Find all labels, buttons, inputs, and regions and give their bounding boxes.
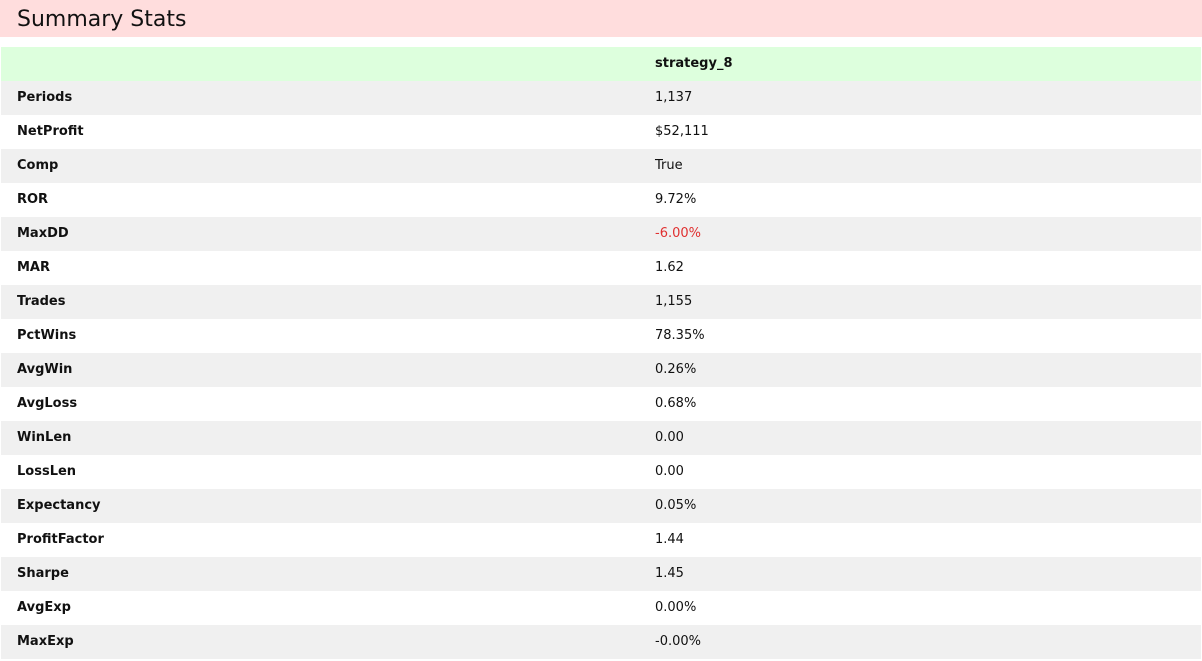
- row-label: ProfitFactor: [17, 532, 104, 547]
- row-label: Expectancy: [17, 498, 101, 513]
- table-row: MAR 1.62: [1, 251, 1201, 285]
- table-header-row: strategy_8: [1, 47, 1201, 81]
- row-label: AvgWin: [17, 362, 73, 377]
- table-row: PctWins 78.35%: [1, 319, 1201, 353]
- row-value: 0.00: [655, 464, 684, 479]
- table-row: Expectancy 0.05%: [1, 489, 1201, 523]
- row-value: $52,111: [655, 124, 709, 139]
- table-row: Trades 1,155: [1, 285, 1201, 319]
- row-label: AvgExp: [17, 600, 71, 615]
- table-row: AvgExp 0.00%: [1, 591, 1201, 625]
- row-value: 1,155: [655, 294, 693, 309]
- table-row: LossLen 0.00: [1, 455, 1201, 489]
- row-label: ROR: [17, 192, 49, 207]
- row-value: 0.00: [655, 430, 684, 445]
- title-bar: Summary Stats: [0, 0, 1202, 37]
- row-value: -6.00%: [655, 226, 701, 241]
- row-value: 9.72%: [655, 192, 697, 207]
- table-row: AvgWin 0.26%: [1, 353, 1201, 387]
- row-value: 0.26%: [655, 362, 697, 377]
- table-row: MaxExp -0.00%: [1, 625, 1201, 659]
- row-value: 1.45: [655, 566, 684, 581]
- row-value: True: [655, 158, 683, 173]
- table-row: MaxDD -6.00%: [1, 217, 1201, 251]
- table-row: Periods 1,137: [1, 81, 1201, 115]
- row-label: AvgLoss: [17, 396, 78, 411]
- row-label: LossLen: [17, 464, 77, 479]
- table-row: ProfitFactor 1.44: [1, 523, 1201, 557]
- table-row: AvgLoss 0.68%: [1, 387, 1201, 421]
- row-label: MaxExp: [17, 634, 74, 649]
- table-row: ROR 9.72%: [1, 183, 1201, 217]
- row-label: MAR: [17, 260, 51, 275]
- row-label: Sharpe: [17, 566, 69, 581]
- table-row: WinLen 0.00: [1, 421, 1201, 455]
- row-label: NetProfit: [17, 124, 84, 139]
- row-value: -0.00%: [655, 634, 701, 649]
- row-label: WinLen: [17, 430, 72, 445]
- row-value: 1.62: [655, 260, 684, 275]
- row-label: PctWins: [17, 328, 77, 343]
- summary-stats-table: strategy_8 Periods 1,137 NetProfit $52,111 C…: [1, 47, 1201, 659]
- table-body: Periods 1,137 NetProfit $52,111 Comp True ROR 9…: [1, 81, 1201, 659]
- row-value: 0.00%: [655, 600, 697, 615]
- row-value: 1.44: [655, 532, 684, 547]
- table-row: Sharpe 1.45: [1, 557, 1201, 591]
- row-label: Trades: [17, 294, 66, 309]
- table-row: Comp True: [1, 149, 1201, 183]
- row-value: 0.68%: [655, 396, 697, 411]
- row-label: MaxDD: [17, 226, 69, 241]
- row-value: 1,137: [655, 90, 693, 105]
- page-title: Summary Stats: [17, 7, 187, 32]
- table-row: NetProfit $52,111: [1, 115, 1201, 149]
- row-label: Periods: [17, 90, 73, 105]
- header-strategy-column: strategy_8: [655, 56, 733, 71]
- row-label: Comp: [17, 158, 59, 173]
- header-label-column: [1, 47, 639, 81]
- row-value: 0.05%: [655, 498, 697, 513]
- row-value: 78.35%: [655, 328, 705, 343]
